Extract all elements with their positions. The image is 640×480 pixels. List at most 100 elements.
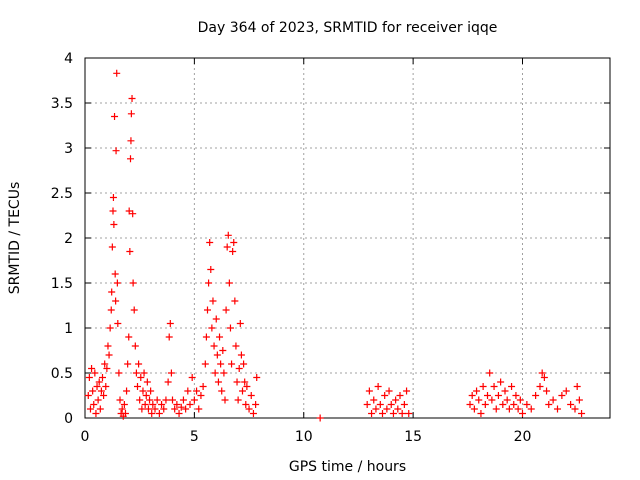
data-point <box>381 392 389 399</box>
data-point <box>468 392 476 399</box>
data-point <box>387 401 395 408</box>
data-point <box>494 392 502 399</box>
data-point <box>477 410 485 417</box>
data-point <box>241 378 249 386</box>
data-point <box>484 392 491 399</box>
data-point <box>497 378 505 386</box>
y-tick-label: 1 <box>64 321 73 337</box>
data-point <box>247 392 255 399</box>
data-point <box>167 369 175 377</box>
data-point <box>396 392 404 399</box>
data-point <box>219 347 227 354</box>
data-point <box>131 342 139 350</box>
data-point <box>392 396 400 404</box>
data-point <box>202 333 210 341</box>
y-axis-label: SRMTID / TECUs <box>7 182 23 295</box>
data-point <box>383 405 391 413</box>
data-point <box>235 365 243 372</box>
data-point <box>173 401 181 408</box>
data-point <box>578 410 586 417</box>
y-tick-label: 3 <box>64 141 73 157</box>
x-tick-label: 20 <box>514 429 532 445</box>
data-point <box>225 279 233 287</box>
data-point <box>527 405 535 413</box>
data-point <box>217 360 225 368</box>
data-point <box>93 383 101 390</box>
data-point <box>113 279 121 287</box>
data-points <box>84 69 586 422</box>
data-point <box>141 401 149 408</box>
data-point <box>394 405 402 413</box>
data-point <box>233 378 241 386</box>
data-point <box>114 320 122 327</box>
data-point <box>479 383 487 390</box>
data-point <box>228 360 236 368</box>
data-point <box>207 266 215 273</box>
data-point <box>370 396 378 404</box>
data-point <box>99 374 106 381</box>
data-point <box>519 410 526 417</box>
data-point <box>153 396 161 404</box>
data-point <box>127 110 135 118</box>
data-point <box>398 410 406 417</box>
data-point <box>236 320 244 327</box>
data-point <box>400 401 408 408</box>
data-point <box>212 315 220 323</box>
data-point <box>389 410 397 417</box>
data-point <box>169 396 176 404</box>
data-point <box>374 383 382 390</box>
data-point <box>231 297 239 305</box>
data-point <box>252 401 260 408</box>
data-point <box>101 360 109 368</box>
data-point <box>134 383 141 390</box>
x-tick-label: 5 <box>190 429 199 445</box>
data-point <box>102 383 110 390</box>
data-point <box>125 333 133 341</box>
data-point <box>155 410 163 417</box>
data-point <box>147 387 155 395</box>
data-point <box>253 374 261 381</box>
data-point <box>123 387 131 395</box>
data-point <box>184 387 192 395</box>
data-point <box>210 342 218 350</box>
data-point <box>142 392 150 399</box>
data-point <box>466 401 474 408</box>
data-point <box>143 378 151 386</box>
data-point <box>116 396 124 404</box>
data-point <box>573 383 581 390</box>
data-point <box>171 405 179 413</box>
data-point <box>138 405 146 413</box>
data-point <box>523 401 531 408</box>
grid-lines <box>85 58 610 418</box>
data-point <box>127 137 135 145</box>
data-point <box>532 392 540 399</box>
data-point <box>193 387 201 395</box>
data-point <box>545 401 553 408</box>
data-point <box>499 401 507 408</box>
data-point <box>475 396 483 404</box>
data-point <box>562 387 570 395</box>
data-point <box>470 405 478 413</box>
data-point <box>105 351 113 359</box>
data-point <box>365 387 373 395</box>
data-point <box>514 405 522 413</box>
data-point <box>558 392 566 399</box>
data-point <box>510 401 518 408</box>
data-point <box>165 333 173 341</box>
data-point <box>575 396 583 404</box>
data-point <box>139 387 147 395</box>
data-point <box>90 401 98 408</box>
data-point <box>385 387 393 395</box>
data-point <box>242 401 250 408</box>
data-point <box>363 401 371 408</box>
data-point <box>113 69 121 77</box>
data-point <box>136 396 144 404</box>
y-tick-label: 4 <box>64 51 73 67</box>
data-point <box>218 387 226 395</box>
data-point <box>549 396 557 404</box>
data-point <box>108 243 116 251</box>
data-point <box>91 369 99 377</box>
data-point <box>164 378 172 386</box>
